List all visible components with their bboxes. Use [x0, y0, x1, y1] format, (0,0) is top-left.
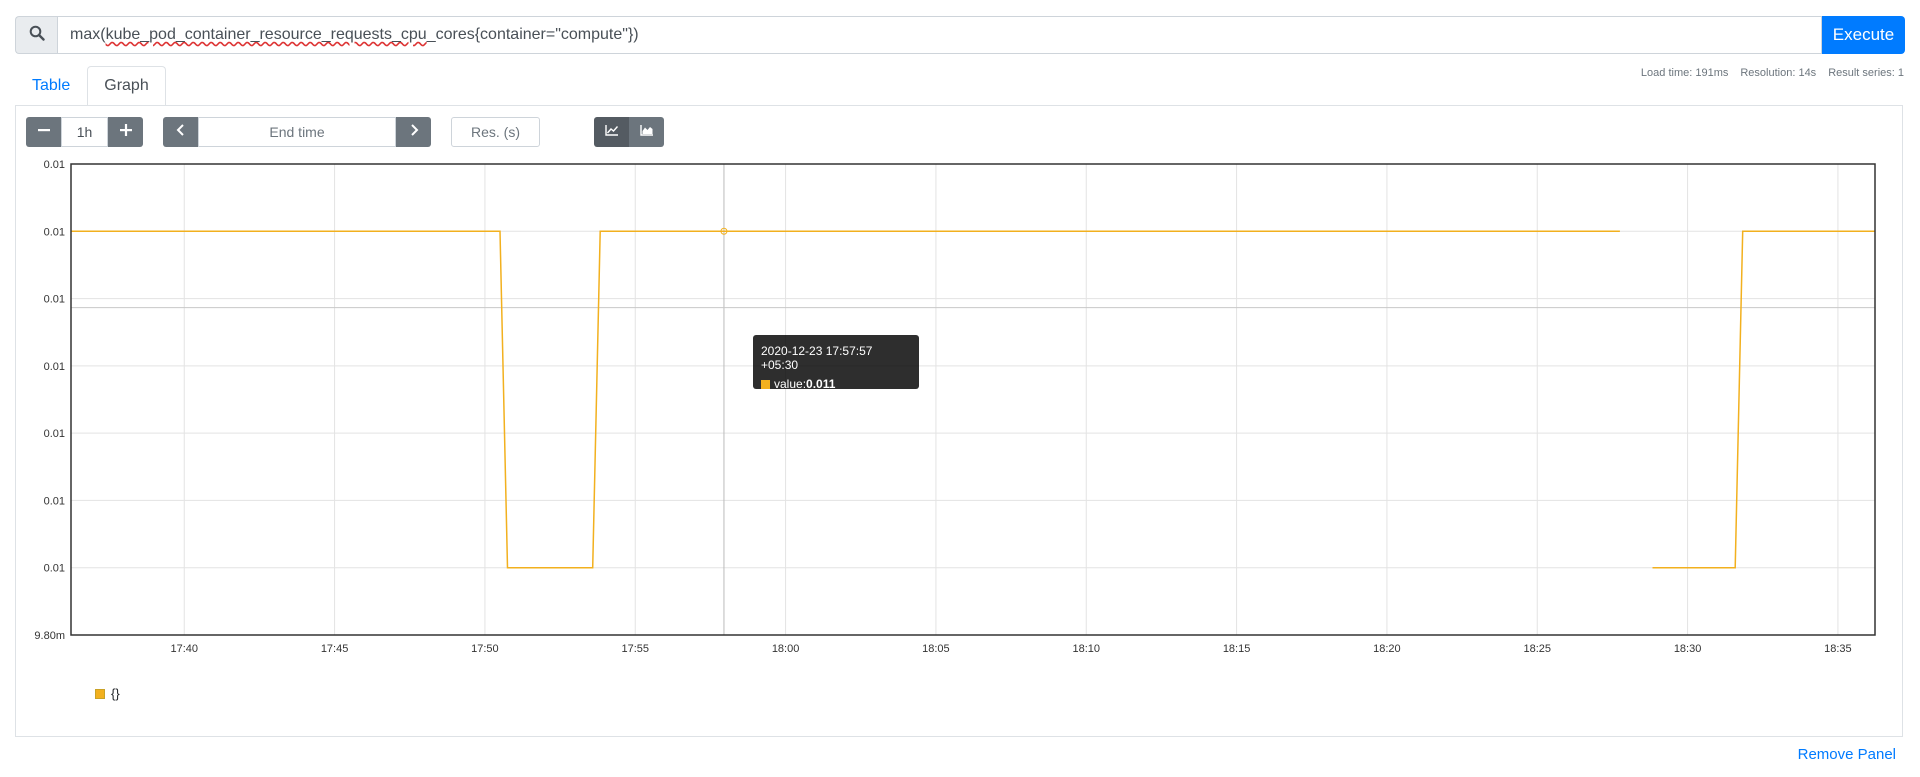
expression-prefix: max( — [70, 26, 106, 43]
expression-input[interactable]: max(kube_pod_container_resource_requests… — [57, 16, 1822, 54]
later-time-button[interactable] — [396, 117, 431, 147]
x-tick-label: 18:10 — [1072, 643, 1100, 655]
result-series: Result series: 1 — [1828, 67, 1904, 79]
x-tick-label: 18:05 — [922, 643, 950, 655]
tab-graph[interactable]: Graph — [87, 66, 166, 106]
series-line-0 — [71, 230, 1620, 569]
plot-border — [70, 163, 1876, 636]
line-chart-icon — [604, 123, 619, 141]
expression-suffix: _cores{container="compute"}) — [426, 26, 639, 43]
spacer — [431, 117, 451, 147]
decrease-range-button[interactable] — [26, 117, 61, 147]
x-tick-label: 18:35 — [1824, 643, 1852, 655]
resolution-input[interactable]: Res. (s) — [451, 117, 540, 147]
earlier-time-button[interactable] — [163, 117, 198, 147]
graph-controls: 1h End time Res. (s) — [26, 117, 664, 147]
tooltip-value-row: value: 0.011 — [761, 377, 911, 391]
spacer — [540, 117, 594, 147]
x-tick-label: 17:50 — [471, 643, 499, 655]
y-tick-label: 0.01 — [44, 563, 65, 575]
panel-tabs: Table Graph — [15, 66, 166, 106]
x-tick-label: 18:25 — [1523, 643, 1551, 655]
y-tick-label: 0.01 — [44, 495, 65, 507]
tooltip-series-swatch — [761, 379, 770, 389]
search-addon — [15, 16, 57, 54]
x-tick-label: 17:40 — [170, 643, 198, 655]
tooltip-value-label: value: — [774, 377, 807, 391]
increase-range-button[interactable] — [108, 117, 143, 147]
graph-legend: {} — [95, 686, 120, 701]
query-stats: Load time: 191ms Resolution: 14s Result … — [1641, 67, 1904, 79]
y-tick-label: 0.01 — [44, 361, 65, 373]
chevron-left-icon — [176, 123, 186, 141]
x-tick-label: 18:15 — [1223, 643, 1251, 655]
unstacked-lines-button[interactable] — [594, 117, 629, 147]
graph-chart[interactable]: 0.01 0.01 0.01 0.01 0.01 0.01 0.01 9.80m 17:40 17… — [15, 155, 1890, 665]
area-chart-icon — [639, 123, 654, 141]
minus-icon — [37, 123, 50, 141]
chevron-right-icon — [409, 123, 419, 141]
range-input[interactable]: 1h — [61, 117, 108, 147]
remove-panel-link[interactable]: Remove Panel — [1797, 746, 1896, 763]
search-icon — [29, 25, 45, 46]
y-tick-label: 0.01 — [44, 159, 65, 171]
stacked-area-button[interactable] — [629, 117, 664, 147]
x-tick-label: 18:00 — [772, 643, 800, 655]
x-tick-label: 18:30 — [1674, 643, 1702, 655]
x-tick-label: 17:45 — [321, 643, 349, 655]
tooltip-timestamp: 2020-12-23 17:57:57 +05:30 — [761, 344, 873, 372]
spacer — [143, 117, 163, 147]
hover-point — [720, 227, 728, 235]
expression-misspelled-part: kube_pod_container_resource_requests_cpu — [105, 26, 427, 43]
tab-table[interactable]: Table — [32, 77, 71, 94]
x-tick-label: 18:20 — [1373, 643, 1401, 655]
graph-tooltip: 2020-12-23 17:57:57 +05:30 value: 0.011 — [753, 335, 919, 391]
y-tick-label: 9.80m — [34, 630, 65, 642]
expression-bar: max(kube_pod_container_resource_requests… — [15, 16, 1905, 54]
plus-icon — [119, 123, 132, 141]
load-time: Load time: 191ms — [1640, 67, 1729, 79]
execute-button[interactable]: Execute — [1822, 16, 1905, 54]
resolution: Resolution: 14s — [1740, 67, 1817, 79]
y-tick-label: 0.01 — [44, 226, 65, 238]
end-time-input[interactable]: End time — [198, 117, 396, 147]
graph-panel — [15, 105, 1903, 737]
legend-label[interactable]: {} — [111, 686, 120, 701]
tooltip-value: 0.011 — [806, 377, 836, 391]
y-tick-label: 0.01 — [44, 428, 65, 440]
legend-swatch[interactable] — [95, 688, 105, 699]
y-tick-label: 0.01 — [44, 294, 65, 306]
series-line-0 — [1652, 230, 1875, 569]
x-tick-label: 17:55 — [621, 643, 649, 655]
